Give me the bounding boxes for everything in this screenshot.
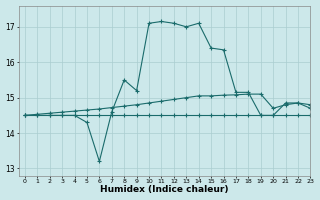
X-axis label: Humidex (Indice chaleur): Humidex (Indice chaleur)	[100, 185, 229, 194]
